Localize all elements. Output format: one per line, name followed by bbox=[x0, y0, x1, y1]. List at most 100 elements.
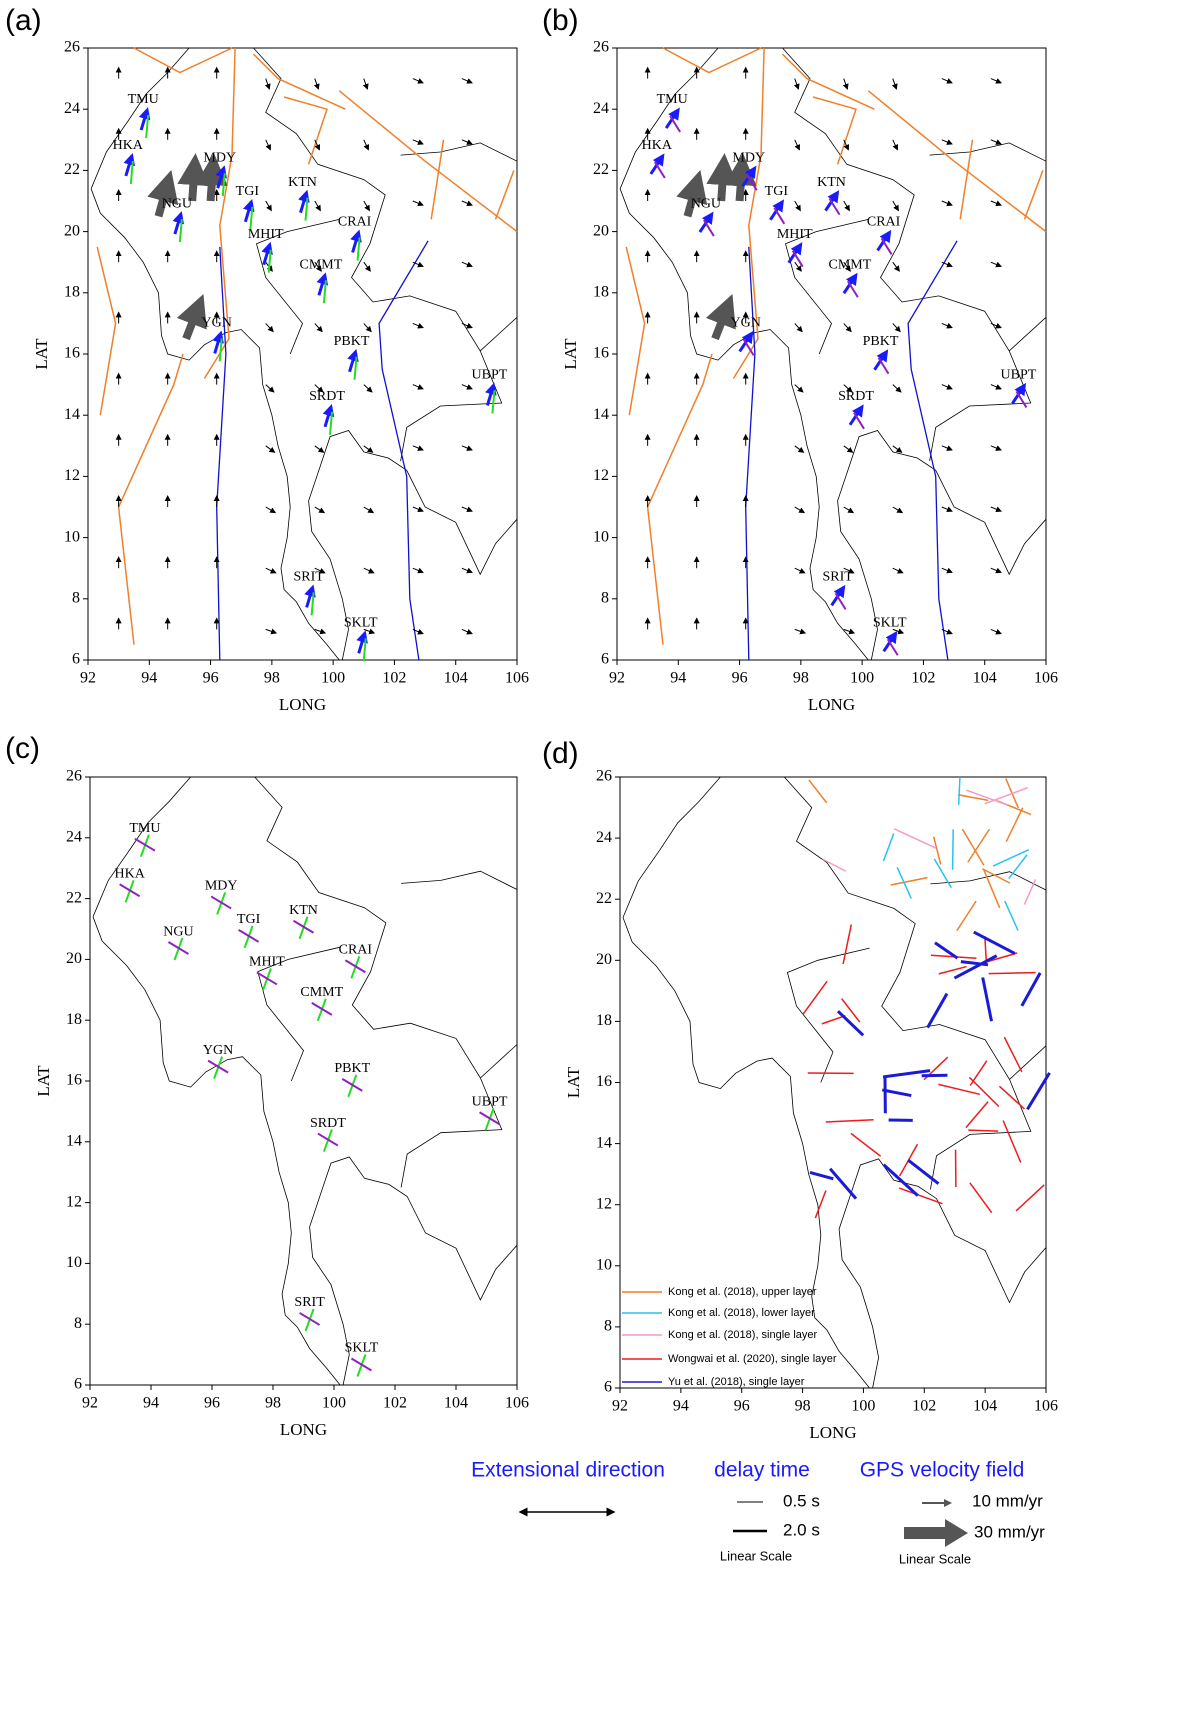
panel-label: (d) bbox=[542, 737, 579, 770]
velocity-arrow bbox=[362, 78, 369, 90]
split-bar bbox=[933, 858, 952, 889]
split-bar bbox=[828, 198, 841, 216]
split-bar bbox=[129, 160, 134, 185]
velocity-arrow bbox=[412, 567, 424, 574]
station-label: MDY bbox=[732, 150, 765, 165]
station-label: UBPT bbox=[472, 368, 508, 383]
velocity-arrow bbox=[843, 139, 850, 151]
coastline bbox=[401, 870, 518, 890]
split-bar bbox=[322, 280, 327, 304]
extension-arrow bbox=[243, 198, 255, 223]
split-bar bbox=[886, 638, 899, 656]
station-label: CMMT bbox=[299, 257, 342, 272]
y-tick-label: 26 bbox=[66, 768, 82, 785]
split-bar bbox=[926, 992, 949, 1029]
y-axis-label: LAT bbox=[564, 1066, 583, 1098]
x-tick-label: 100 bbox=[321, 670, 345, 687]
gps-arrow bbox=[724, 153, 757, 202]
y-tick-label: 22 bbox=[64, 161, 80, 178]
fault bbox=[133, 47, 233, 74]
split-bar bbox=[311, 1001, 333, 1016]
station-label: SRDT bbox=[309, 389, 345, 404]
y-tick-label: 6 bbox=[74, 1376, 82, 1393]
map-panel: (a) 92 94 96 98 100 102 104 106 6 8 10 12 14 16 18 20 22 2… bbox=[5, 4, 529, 714]
y-tick-label: 8 bbox=[72, 589, 80, 606]
coastline bbox=[1009, 1045, 1047, 1080]
split-bar bbox=[256, 971, 278, 986]
velocity-arrow bbox=[412, 506, 424, 513]
y-tick-label: 24 bbox=[66, 828, 82, 845]
split-bar bbox=[119, 883, 141, 898]
split-bar bbox=[956, 900, 977, 932]
station-label: CRAI bbox=[867, 215, 901, 230]
velocity-arrow bbox=[794, 445, 805, 453]
y-tick-label: 14 bbox=[596, 1134, 612, 1151]
split-bar bbox=[329, 411, 334, 435]
velocity-arrow bbox=[990, 567, 1002, 574]
velocity-arrow bbox=[314, 261, 322, 272]
legend-label: 0.5 s bbox=[783, 1491, 820, 1510]
plate-boundary bbox=[745, 246, 756, 661]
x-axis-label: LONG bbox=[280, 1420, 327, 1439]
velocity-arrow bbox=[843, 506, 855, 514]
legend-label: Kong et al. (2018), lower layer bbox=[668, 1307, 815, 1319]
coastline bbox=[400, 142, 518, 162]
velocity-arrow bbox=[794, 384, 804, 393]
split-bar bbox=[356, 237, 361, 261]
station-label: TMU bbox=[128, 92, 159, 107]
gps-arrow bbox=[705, 293, 736, 341]
station-label: KTN bbox=[817, 175, 846, 190]
velocity-arrow bbox=[461, 200, 473, 207]
coastline bbox=[786, 947, 870, 1083]
station-label: SRIT bbox=[822, 570, 853, 585]
velocity-arrow bbox=[990, 261, 1002, 268]
map-panel: (c) 92 94 96 98 100 102 104 106 6 8 10 12 14 16 18 20 22 2… bbox=[5, 732, 529, 1439]
coastline bbox=[480, 1044, 518, 1079]
fault bbox=[781, 53, 875, 110]
split-bar bbox=[968, 1076, 1000, 1108]
split-bar bbox=[292, 919, 315, 934]
split-bar bbox=[669, 115, 682, 133]
velocity-arrow bbox=[990, 628, 1002, 635]
split-bar bbox=[145, 114, 150, 139]
y-tick-label: 20 bbox=[66, 950, 82, 967]
station-label: TGI bbox=[237, 912, 261, 927]
coastline bbox=[930, 871, 1047, 891]
coastline bbox=[782, 47, 1032, 462]
velocity-arrow bbox=[314, 506, 326, 514]
x-tick-label: 106 bbox=[505, 670, 529, 687]
legend-label: Linear Scale bbox=[899, 1551, 971, 1566]
extension-arrow bbox=[322, 403, 335, 428]
legend-label: 30 mm/yr bbox=[974, 1522, 1045, 1541]
legend-label: Kong et al. (2018), upper layer bbox=[668, 1286, 817, 1298]
split-bar bbox=[167, 941, 189, 955]
velocity-arrow bbox=[412, 384, 424, 390]
split-bar bbox=[850, 1132, 882, 1157]
fault bbox=[96, 246, 117, 416]
coastline bbox=[837, 430, 1047, 661]
coastline bbox=[929, 142, 1047, 162]
split-bar bbox=[953, 954, 998, 980]
velocity-arrow bbox=[794, 323, 803, 333]
velocity-arrow bbox=[265, 628, 278, 635]
coastline bbox=[254, 776, 503, 1188]
legend-title: Extensional direction bbox=[471, 1459, 665, 1482]
y-axis-label: LAT bbox=[34, 1065, 53, 1097]
x-tick-label: 98 bbox=[265, 1395, 281, 1412]
extension-arrow bbox=[138, 107, 151, 131]
split-bar bbox=[992, 849, 1030, 867]
split-bar bbox=[957, 776, 961, 805]
x-tick-label: 104 bbox=[444, 1395, 468, 1412]
extension-arrow bbox=[350, 229, 362, 253]
panel-label: (b) bbox=[542, 4, 579, 37]
split-bar bbox=[1002, 1120, 1022, 1163]
velocity-arrow bbox=[363, 445, 374, 453]
station-label: CMMT bbox=[828, 257, 871, 272]
y-tick-label: 16 bbox=[593, 345, 609, 362]
velocity-arrow bbox=[363, 200, 370, 212]
split-bar bbox=[238, 929, 260, 943]
fault bbox=[646, 353, 713, 645]
x-tick-label: 102 bbox=[383, 1395, 407, 1412]
velocity-arrow bbox=[461, 445, 473, 451]
y-tick-label: 22 bbox=[596, 890, 612, 907]
